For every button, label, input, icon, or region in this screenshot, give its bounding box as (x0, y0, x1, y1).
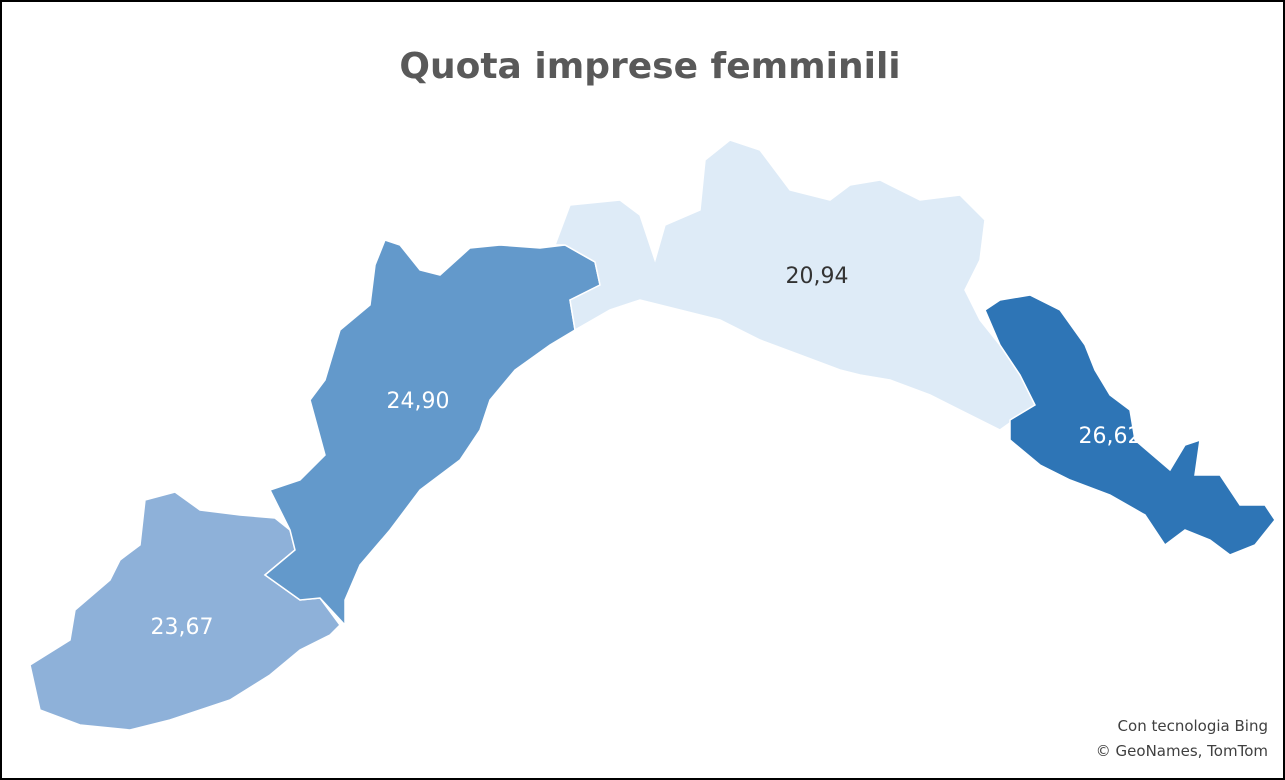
region (984, 294, 1276, 556)
data-label: 26,62 (1079, 424, 1142, 449)
credit: © GeoNames, TomTom (1096, 742, 1268, 760)
chart-title: Quota imprese femminili (399, 46, 900, 87)
region (263, 239, 601, 627)
data-label: 20,94 (786, 264, 849, 289)
credit: Con tecnologia Bing (1118, 717, 1268, 735)
data-label: 23,67 (151, 615, 214, 640)
data-label: 24,90 (387, 389, 450, 414)
